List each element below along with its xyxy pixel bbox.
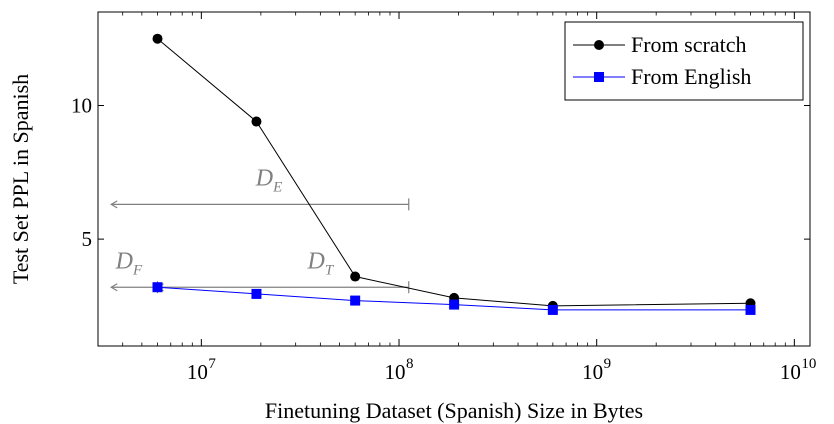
series-line	[157, 286, 751, 311]
x-tick-exponent: 8	[406, 356, 414, 372]
data-point	[251, 116, 262, 127]
annotation-label: DF	[115, 249, 143, 279]
annotation-label: DT	[307, 249, 335, 279]
x-tick-label: 10 10	[780, 356, 817, 384]
x-tick-exponent: 10	[801, 356, 816, 372]
annotation-subscript: T	[325, 263, 335, 279]
legend-box	[564, 21, 804, 101]
annotation-subscript: F	[132, 263, 143, 279]
data-point	[251, 288, 262, 299]
annotation-letter: D	[307, 249, 325, 275]
x-tick-base: 10	[780, 360, 801, 384]
annotation-arrowhead	[110, 283, 118, 292]
annotation-letter: D	[255, 166, 273, 192]
x-tick-exponent: 9	[604, 356, 612, 372]
x-axis-title: Finetuning Dataset (Spanish) Size in Byt…	[265, 398, 643, 423]
data-point	[152, 33, 163, 44]
data-point	[547, 304, 558, 315]
y-axis-title: Test Set PPL in Spanish	[8, 74, 33, 284]
data-point	[745, 304, 756, 315]
x-tick-label: 10 9	[582, 356, 611, 384]
x-tick-base: 10	[582, 360, 603, 384]
x-tick-base: 10	[385, 360, 406, 384]
series-line	[157, 38, 751, 307]
legend-label: From scratch	[631, 32, 746, 57]
y-tick-label: 10	[71, 94, 92, 118]
annotation-subscript: E	[272, 180, 282, 196]
x-tick-exponent: 7	[208, 356, 216, 372]
data-point	[350, 295, 361, 306]
annotation-letter: D	[115, 249, 133, 275]
data-point	[350, 271, 361, 282]
x-tick-label: 10 7	[187, 356, 217, 384]
annotation-arrowhead	[110, 200, 118, 209]
legend-label: From English	[631, 64, 751, 89]
data-point	[449, 299, 460, 310]
legend: From scratch From English	[564, 21, 804, 101]
legend-marker	[594, 72, 604, 82]
series-group	[152, 33, 756, 315]
y-tick-label: 5	[82, 227, 93, 251]
legend-marker	[594, 40, 604, 50]
y-axis: 5 10	[71, 94, 810, 251]
annotation-label: DE	[255, 166, 283, 196]
x-tick-label: 10 8	[385, 356, 414, 384]
x-axis: 10 7 10 8 10 9 10 10	[97, 12, 817, 384]
plot-area	[97, 11, 811, 347]
x-tick-base: 10	[187, 360, 208, 384]
data-point	[152, 282, 163, 293]
